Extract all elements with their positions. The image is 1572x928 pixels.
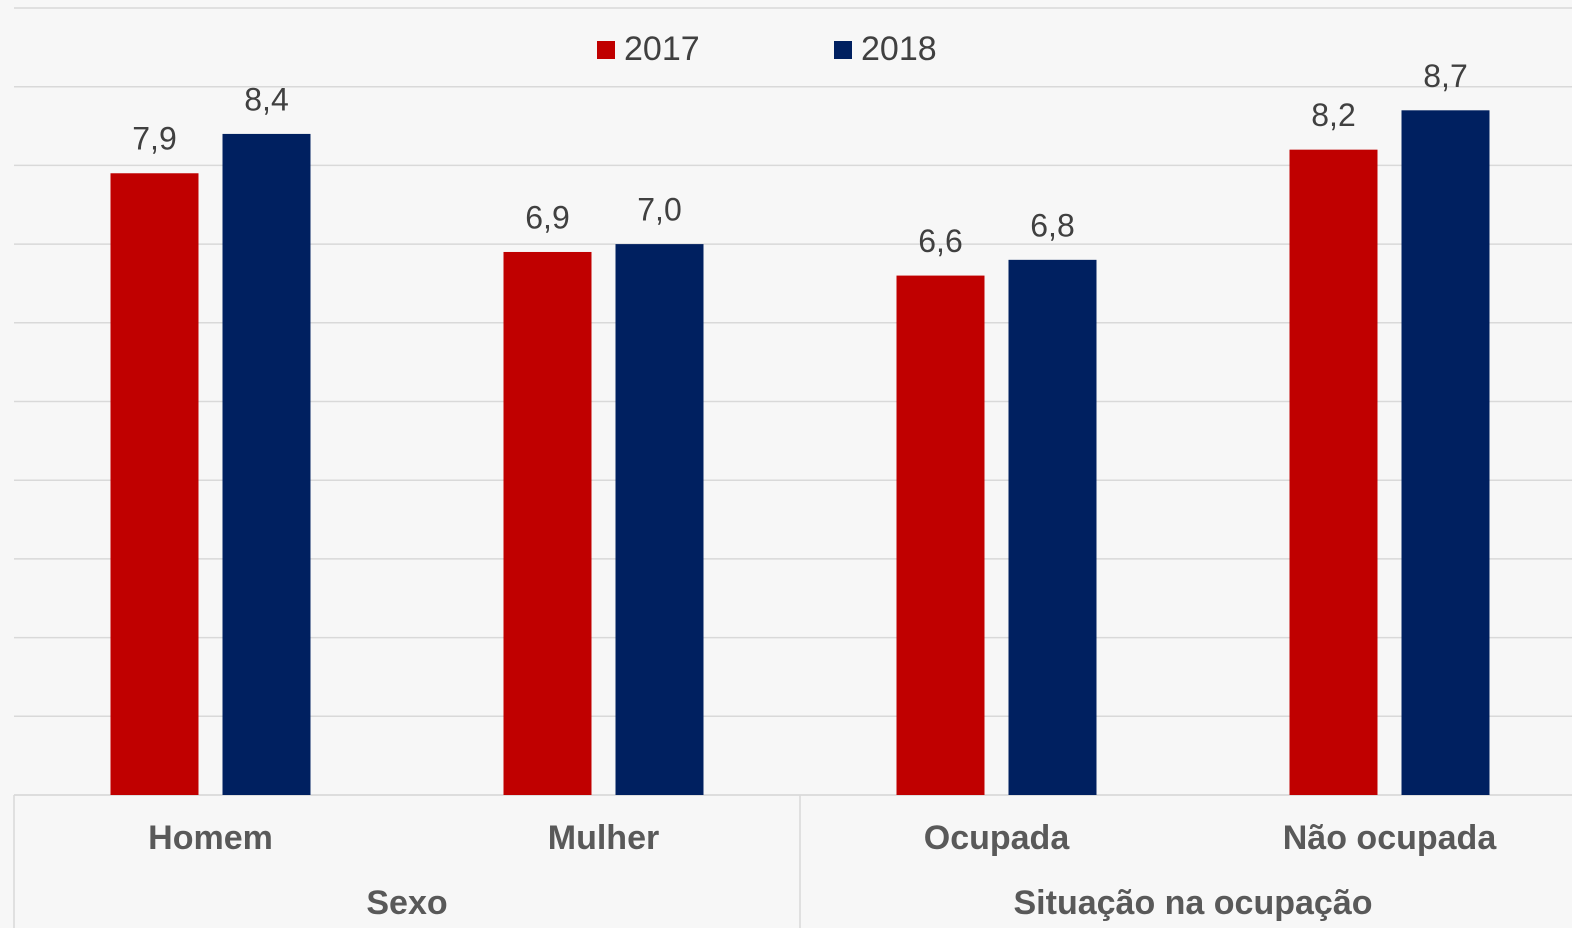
bar — [1008, 259, 1097, 796]
x-tick-label: Não ocupada — [1283, 819, 1498, 857]
bar — [503, 251, 592, 796]
legend-swatch — [834, 41, 852, 59]
value-label: 7,0 — [637, 192, 681, 228]
bar — [222, 133, 311, 796]
value-label: 6,6 — [918, 223, 962, 259]
bar — [1401, 110, 1490, 795]
bar — [110, 173, 199, 795]
bar — [1289, 149, 1378, 795]
group-label: Situação na ocupação — [1014, 884, 1373, 922]
value-label: 7,9 — [132, 121, 176, 157]
x-tick-label: Ocupada — [924, 819, 1071, 857]
legend-label: 2017 — [624, 30, 700, 68]
legend-label: 2018 — [861, 30, 937, 68]
value-label: 8,7 — [1423, 58, 1467, 94]
value-label: 6,8 — [1030, 207, 1074, 243]
x-tick-label: Mulher — [548, 819, 659, 857]
value-label: 8,2 — [1311, 97, 1355, 133]
x-tick-label: Homem — [148, 819, 273, 857]
bar — [615, 244, 704, 796]
bar — [896, 275, 985, 796]
value-label: 6,9 — [525, 199, 569, 235]
group-label: Sexo — [366, 884, 447, 922]
legend-swatch — [597, 41, 615, 59]
value-label: 8,4 — [244, 81, 288, 117]
